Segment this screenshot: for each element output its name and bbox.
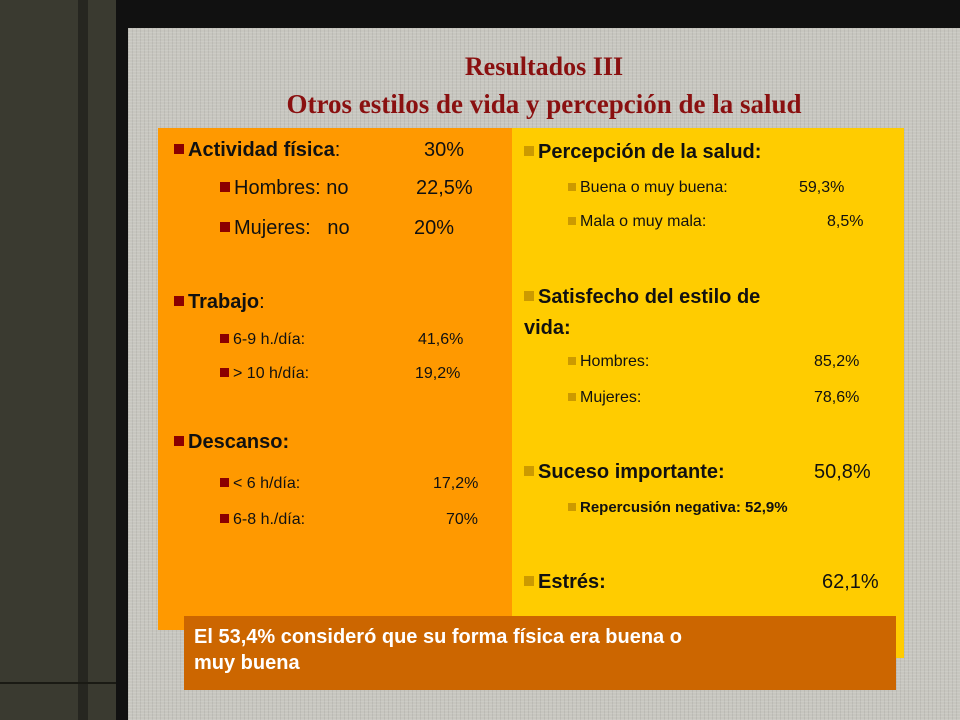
trabajo-6-9-item: 6-9 h./día: 41,6% xyxy=(220,330,463,350)
item-label: 6-9 h./día: xyxy=(233,331,306,348)
item-label: Repercusión negativa: 52,9% xyxy=(580,499,788,516)
dark-stripe xyxy=(78,0,88,720)
band-divider xyxy=(0,682,116,684)
item-value: 78,6% xyxy=(814,389,860,406)
item-label: Hombres: no xyxy=(234,177,349,199)
item-value: 59,3% xyxy=(799,179,845,196)
descanso-6-8-item: 6-8 h./día: 70% xyxy=(220,510,478,530)
item-value: 19,2% xyxy=(415,365,461,382)
item-label: Actividad física xyxy=(188,139,335,161)
satisfecho-hombres-item: Hombres: 85,2% xyxy=(568,352,859,372)
item-label: < 6 h/día: xyxy=(233,475,301,492)
item-label: Suceso importante: xyxy=(538,461,725,483)
item-value: 50,8% xyxy=(814,461,871,483)
square-bullet-icon xyxy=(174,144,184,154)
item-value: 70% xyxy=(446,511,479,528)
square-bullet-icon xyxy=(220,182,230,192)
square-bullet-icon xyxy=(174,296,184,306)
square-bullet-icon xyxy=(568,503,576,511)
item-label: 6-8 h./día: xyxy=(233,511,306,528)
square-bullet-icon xyxy=(568,183,576,191)
square-bullet-icon xyxy=(524,466,534,476)
square-bullet-icon xyxy=(568,217,576,225)
square-bullet-icon xyxy=(524,576,534,586)
descanso-6-item: < 6 h/día: 17,2% xyxy=(220,474,478,494)
item-label: Percepción de la salud: xyxy=(538,141,762,163)
buena-item: Buena o muy buena: 59,3% xyxy=(568,178,844,198)
item-label: Descanso: xyxy=(188,431,290,453)
item-label: Mala o muy mala: xyxy=(580,213,707,230)
actividad-fisica-item: Actividad física: 30% xyxy=(174,138,464,162)
square-bullet-icon xyxy=(220,514,229,523)
item-value: 8,5% xyxy=(827,213,864,230)
item-label: Satisfecho del estilo de xyxy=(538,286,761,308)
satisfecho-item-continuation: vida: xyxy=(524,317,571,339)
item-colon: : xyxy=(334,139,341,161)
item-label: Hombres: xyxy=(580,353,650,370)
item-value: 62,1% xyxy=(822,571,879,593)
square-bullet-icon xyxy=(524,291,534,301)
item-label: Mujeres: xyxy=(580,389,642,406)
satisfecho-item: Satisfecho del estilo de xyxy=(524,284,760,310)
actividad-mujeres-item: Mujeres: no 20% xyxy=(220,216,454,240)
square-bullet-icon xyxy=(568,393,576,401)
trabajo-item: Trabajo: xyxy=(174,290,265,314)
item-label: Estrés: xyxy=(538,571,606,593)
item-label: > 10 h/día: xyxy=(233,365,310,382)
item-label: Mujeres: no xyxy=(234,217,350,239)
item-value: 30% xyxy=(424,139,465,161)
square-bullet-icon xyxy=(568,357,576,365)
square-bullet-icon xyxy=(220,334,229,343)
note-line-1: El 53,4% consideró que su forma física e… xyxy=(194,626,682,648)
suceso-item: Suceso importante: 50,8% xyxy=(524,460,896,484)
item-label: Trabajo xyxy=(188,291,260,313)
slide-subtitle: Otros estilos de vida y percepción de la… xyxy=(286,89,802,119)
square-bullet-icon xyxy=(220,222,230,232)
square-bullet-icon xyxy=(220,368,229,377)
item-value: 17,2% xyxy=(433,475,479,492)
left-panel: Actividad física: 30% Hombres: no 22,5% Mu… xyxy=(158,128,512,630)
item-value: 85,2% xyxy=(814,353,860,370)
actividad-hombres-item: Hombres: no 22,5% xyxy=(220,176,473,200)
item-value: 22,5% xyxy=(416,177,473,199)
mala-item: Mala o muy mala: 8,5% xyxy=(568,212,863,232)
note-line-2: muy buena xyxy=(194,652,300,674)
descanso-item: Descanso: xyxy=(174,430,289,454)
satisfecho-mujeres-item: Mujeres: 78,6% xyxy=(568,388,859,408)
item-label: Buena o muy buena: xyxy=(580,179,728,196)
item-colon: : xyxy=(259,291,265,313)
repercusion-item: Repercusión negativa: 52,9% xyxy=(568,498,788,518)
trabajo-10-item: > 10 h/día: 19,2% xyxy=(220,364,460,384)
square-bullet-icon xyxy=(220,478,229,487)
item-value: 20% xyxy=(414,217,455,239)
slide-title: Resultados III xyxy=(464,52,624,81)
item-value: 41,6% xyxy=(418,331,464,348)
summary-note: El 53,4% consideró que su forma física e… xyxy=(184,616,896,690)
left-decorative-band xyxy=(0,0,116,720)
square-bullet-icon xyxy=(524,146,534,156)
estres-item: Estrés: 62,1% xyxy=(524,570,896,594)
square-bullet-icon xyxy=(174,436,184,446)
right-panel: Percepción de la salud: Buena o muy buen… xyxy=(512,128,904,658)
percepcion-item: Percepción de la salud: xyxy=(524,140,761,164)
